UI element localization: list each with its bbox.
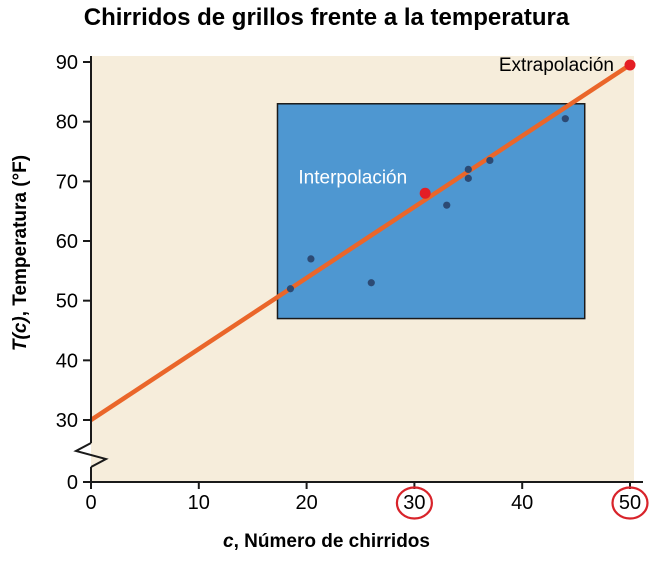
x-axis-label-text: , Número de chirridos xyxy=(233,531,430,552)
x-tick-label: 20 xyxy=(295,492,317,514)
y-tick-label: 30 xyxy=(56,410,78,432)
x-tick-label: 50 xyxy=(619,492,641,514)
y-tick-label: 90 xyxy=(56,52,78,74)
x-tick-label: 40 xyxy=(511,492,533,514)
x-axis-variable: c xyxy=(223,531,234,552)
y-tick-label: 40 xyxy=(56,350,78,372)
y-axis-break xyxy=(73,442,109,468)
extrapolation-label: Extrapolación xyxy=(499,55,614,76)
data-point xyxy=(286,285,295,293)
y-tick-label: 60 xyxy=(56,231,78,253)
x-axis-label: c, Número de chirridos xyxy=(0,531,653,553)
chart-title: Chirridos de grillos frente a la tempera… xyxy=(83,4,570,31)
interpolation-label: Interpolación xyxy=(298,167,407,188)
y-tick-label: 80 xyxy=(56,112,78,134)
trend-line xyxy=(89,60,636,422)
x-tick-label: 10 xyxy=(188,492,210,514)
data-point xyxy=(307,255,315,263)
y-tick-label: 50 xyxy=(56,291,78,313)
interpolation-point xyxy=(419,187,431,199)
data-point xyxy=(367,279,375,287)
x-tick-label: 0 xyxy=(85,492,96,514)
data-point xyxy=(464,174,472,182)
circled-tick-annotation xyxy=(395,486,433,520)
y-tick-label: 0 xyxy=(67,472,78,494)
x-tick-label: 30 xyxy=(403,492,425,514)
data-point xyxy=(561,115,569,123)
interpolation-region-box xyxy=(276,103,586,320)
data-point xyxy=(464,165,472,173)
y-tick-label: 70 xyxy=(56,171,78,193)
extrapolation-point xyxy=(624,59,636,71)
circled-tick-annotation xyxy=(611,486,649,520)
data-point xyxy=(486,156,494,165)
data-point xyxy=(443,201,451,209)
